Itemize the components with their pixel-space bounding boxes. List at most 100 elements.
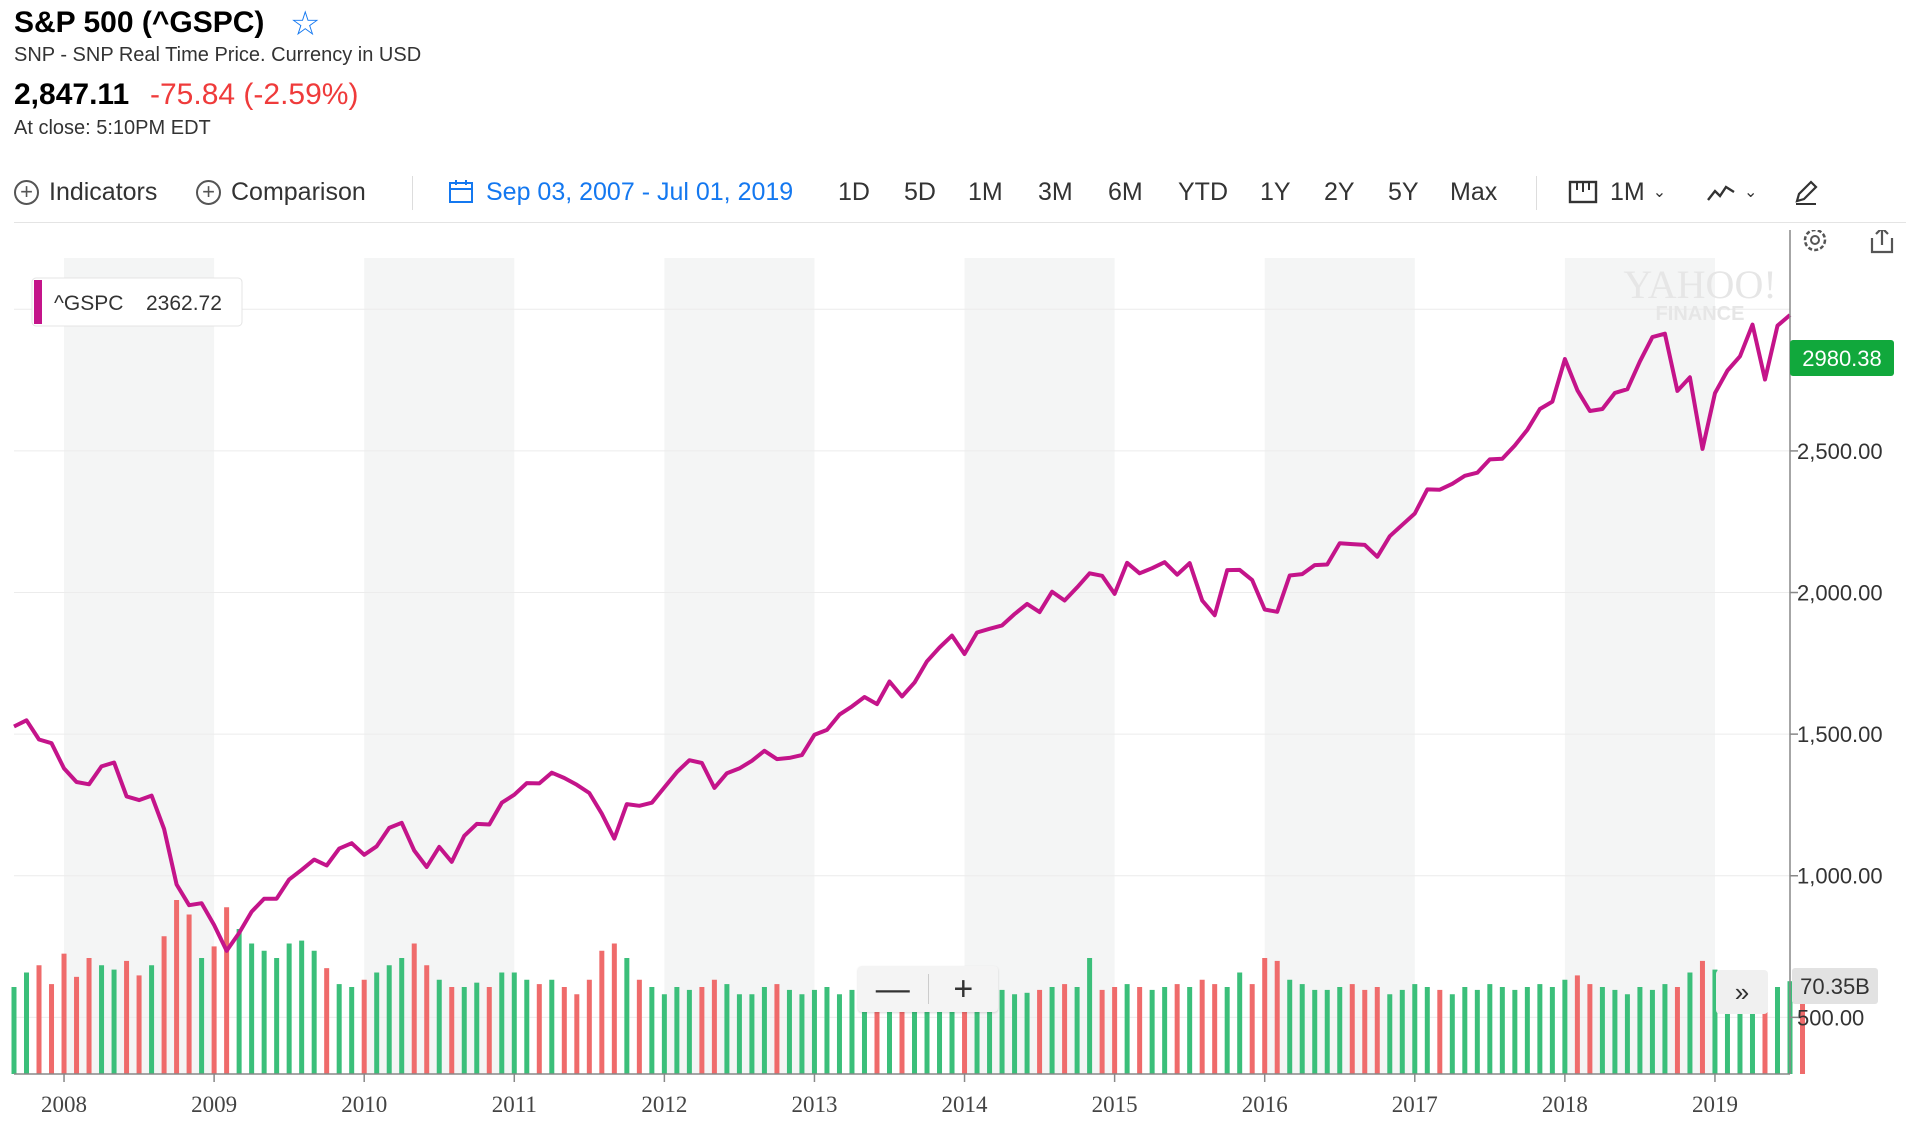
year-band xyxy=(64,258,215,1074)
interval-select[interactable]: 1M ⌄ xyxy=(1568,172,1666,212)
volume-bar xyxy=(611,943,617,1074)
volume-bar xyxy=(1174,984,1180,1074)
draw-button[interactable] xyxy=(1792,172,1820,212)
volume-bar xyxy=(874,994,880,1074)
volume-bar xyxy=(299,940,305,1074)
range-2y[interactable]: 2Y xyxy=(1324,177,1355,206)
volume-bar xyxy=(1524,987,1530,1074)
x-tick-label: 2010 xyxy=(341,1092,387,1117)
volume-bar xyxy=(1512,989,1518,1074)
range-ytd[interactable]: YTD xyxy=(1178,177,1228,206)
volume-bar xyxy=(1587,984,1593,1074)
volume-bar xyxy=(912,992,918,1074)
volume-bar xyxy=(674,987,680,1074)
volume-bar xyxy=(624,958,630,1074)
volume-bar xyxy=(599,950,605,1074)
volume-bar xyxy=(836,994,842,1074)
date-range-label: Sep 03, 2007 - Jul 01, 2019 xyxy=(486,177,794,206)
volume-bar xyxy=(474,982,480,1074)
volume-bar xyxy=(1062,984,1068,1074)
volume-bar xyxy=(1674,987,1680,1074)
share-icon[interactable] xyxy=(1870,230,1894,254)
volume-bar xyxy=(899,994,905,1074)
volume-bar xyxy=(1087,958,1093,1074)
volume-bar xyxy=(49,984,55,1074)
range-5y[interactable]: 5Y xyxy=(1388,177,1419,206)
x-tick-label: 2011 xyxy=(492,1092,537,1117)
zoom-out-button[interactable]: — xyxy=(875,970,910,1008)
volume-bar xyxy=(1537,984,1543,1074)
volume-bar xyxy=(249,943,255,1074)
comparison-button[interactable]: + Comparison xyxy=(196,172,366,212)
year-band xyxy=(364,258,515,1074)
volume-bar xyxy=(136,975,142,1074)
volume-bar xyxy=(1099,989,1105,1074)
volume-bar xyxy=(1387,994,1393,1074)
volume-bar xyxy=(974,989,980,1074)
range-1y[interactable]: 1Y xyxy=(1260,177,1291,206)
volume-bar xyxy=(1562,979,1568,1074)
volume-bar xyxy=(111,969,117,1074)
year-band xyxy=(964,258,1115,1074)
last-price-tag: 2980.38 xyxy=(1802,346,1882,371)
range-1m[interactable]: 1M xyxy=(968,177,1003,206)
volume-bar xyxy=(1162,987,1168,1074)
volume-bar xyxy=(1624,994,1630,1074)
zoom-in-button[interactable]: + xyxy=(953,970,974,1008)
volume-bar xyxy=(886,987,892,1074)
volume-bar xyxy=(1474,989,1480,1074)
stock-chart[interactable]: YAHOO! FINANCE 500.00 1,000.00 1,500.00 2,0… xyxy=(0,230,1906,1126)
volume-bar xyxy=(411,943,417,1074)
volume-bar xyxy=(1149,989,1155,1074)
volume-bar xyxy=(1774,987,1780,1074)
volume-bar xyxy=(236,929,242,1074)
indicators-button[interactable]: + Indicators xyxy=(14,172,157,212)
x-tick-label: 2016 xyxy=(1242,1092,1288,1117)
volume-bar xyxy=(1699,960,1705,1074)
last-price-tag-bg xyxy=(1790,340,1894,376)
volume-bar xyxy=(699,987,705,1074)
volume-bar xyxy=(1137,987,1143,1074)
volume-bar xyxy=(1724,978,1730,1074)
volume-bar xyxy=(949,994,955,1074)
volume-bar xyxy=(1649,989,1655,1074)
volume-bar xyxy=(1337,987,1343,1074)
volume-bar xyxy=(799,994,805,1074)
quote-subtitle: SNP - SNP Real Time Price. Currency in U… xyxy=(14,44,422,66)
price-line xyxy=(13,313,1792,953)
range-max[interactable]: Max xyxy=(1450,177,1498,206)
range-6m[interactable]: 6M xyxy=(1108,177,1143,206)
chart-type-select[interactable]: ⌄ xyxy=(1706,172,1757,212)
y-tick-label: 2,000.00 xyxy=(1797,581,1883,606)
toolbar-divider xyxy=(412,176,413,210)
range-1d[interactable]: 1D xyxy=(838,177,870,206)
volume-bar xyxy=(1249,984,1255,1074)
volume-bar xyxy=(1362,989,1368,1074)
volume-bar xyxy=(786,989,792,1074)
y-tick-label: 1,500.00 xyxy=(1797,722,1883,747)
volume-bar xyxy=(1599,987,1605,1074)
volume-bar xyxy=(511,972,517,1074)
x-tick-label: 2017 xyxy=(1392,1092,1438,1117)
volume-bar xyxy=(1749,987,1755,1074)
volume-bar xyxy=(999,989,1005,1074)
range-3m[interactable]: 3M xyxy=(1038,177,1073,206)
line-chart-icon xyxy=(1707,185,1735,201)
volume-bar xyxy=(486,987,492,1074)
volume-bar xyxy=(661,994,667,1074)
volume-bar xyxy=(1412,984,1418,1074)
volume-bar xyxy=(424,965,430,1074)
volume-bar xyxy=(849,989,855,1074)
gear-icon[interactable] xyxy=(1803,230,1827,252)
star-icon[interactable]: ☆ xyxy=(290,5,321,43)
volume-bar xyxy=(574,994,580,1074)
volume-bar xyxy=(1012,994,1018,1074)
volume-bar xyxy=(11,987,17,1074)
range-5d[interactable]: 5D xyxy=(904,177,936,206)
pencil-icon xyxy=(1795,180,1818,205)
volume-bar xyxy=(1312,989,1318,1074)
y-tick-label: 1,000.00 xyxy=(1797,864,1883,889)
volume-bar xyxy=(461,987,467,1074)
scroll-forward-button[interactable]: » xyxy=(1716,970,1768,1014)
date-range-button[interactable]: Sep 03, 2007 - Jul 01, 2019 xyxy=(448,172,793,212)
